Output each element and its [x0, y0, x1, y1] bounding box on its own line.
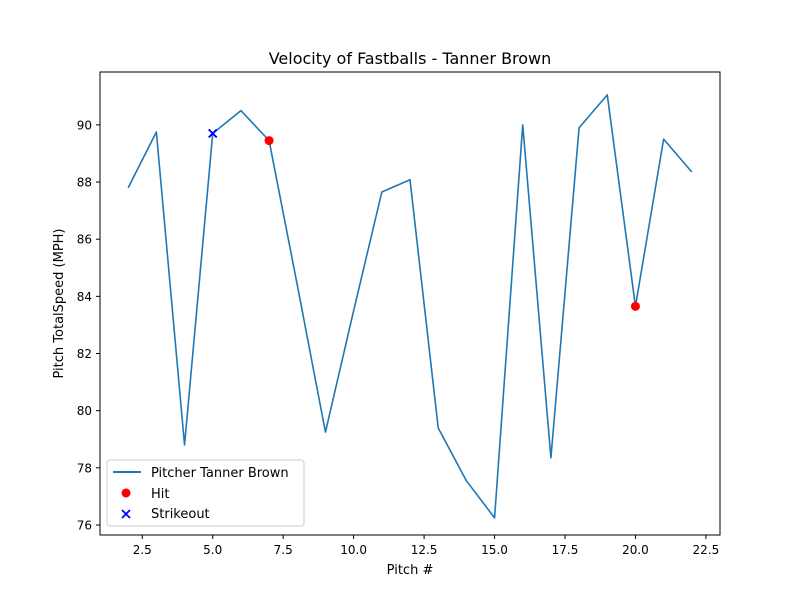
y-axis-label: Pitch TotalSpeed (MPH)	[52, 228, 67, 378]
legend: Pitcher Tanner Brown Hit Strikeout	[106, 459, 305, 527]
strikeout-marker-stroke	[208, 128, 218, 139]
legend-box	[106, 459, 305, 527]
y-axis: 76 78 80 82 84 86 88 90	[77, 118, 100, 532]
legend-label-pitcher: Pitcher Tanner Brown	[151, 466, 289, 481]
x-axis: 2.5 5.0 7.5 10.0 12.5 15.0 17.5 20.0 22.5	[133, 535, 720, 557]
y-tick-label: 90	[77, 118, 92, 132]
x-tick-label: 20.0	[622, 543, 649, 557]
x-tick-label: 17.5	[552, 543, 579, 557]
legend-label-strikeout: Strikeout	[151, 507, 210, 522]
legend-hit-marker	[121, 488, 131, 498]
legend-strikeout-marker	[121, 509, 131, 519]
y-tick-label: 82	[77, 347, 92, 361]
plot-area	[127, 94, 693, 519]
chart-title: Velocity of Fastballs - Tanner Brown	[269, 49, 552, 68]
plot-frame	[99, 71, 721, 536]
y-tick-label: 86	[77, 233, 92, 247]
x-tick-label: 7.5	[274, 543, 293, 557]
strikeout-marker	[208, 128, 218, 139]
x-tick-label: 12.5	[411, 543, 438, 557]
x-axis-label: Pitch #	[387, 563, 434, 578]
x-tick-label: 2.5	[133, 543, 152, 557]
y-tick-label: 80	[77, 404, 92, 418]
x-tick-label: 5.0	[203, 543, 222, 557]
x-tick-label: 22.5	[693, 543, 720, 557]
hit-marker	[630, 301, 640, 311]
series-line-pitcher	[127, 94, 693, 519]
legend-label-hit: Hit	[151, 487, 169, 502]
y-tick-label: 78	[77, 461, 92, 475]
x-tick-label: 15.0	[481, 543, 508, 557]
y-tick-label: 88	[77, 176, 92, 190]
x-tick-label: 10.0	[340, 543, 367, 557]
y-tick-label: 76	[77, 518, 92, 532]
y-tick-label: 84	[77, 290, 92, 304]
hit-marker	[264, 136, 274, 146]
